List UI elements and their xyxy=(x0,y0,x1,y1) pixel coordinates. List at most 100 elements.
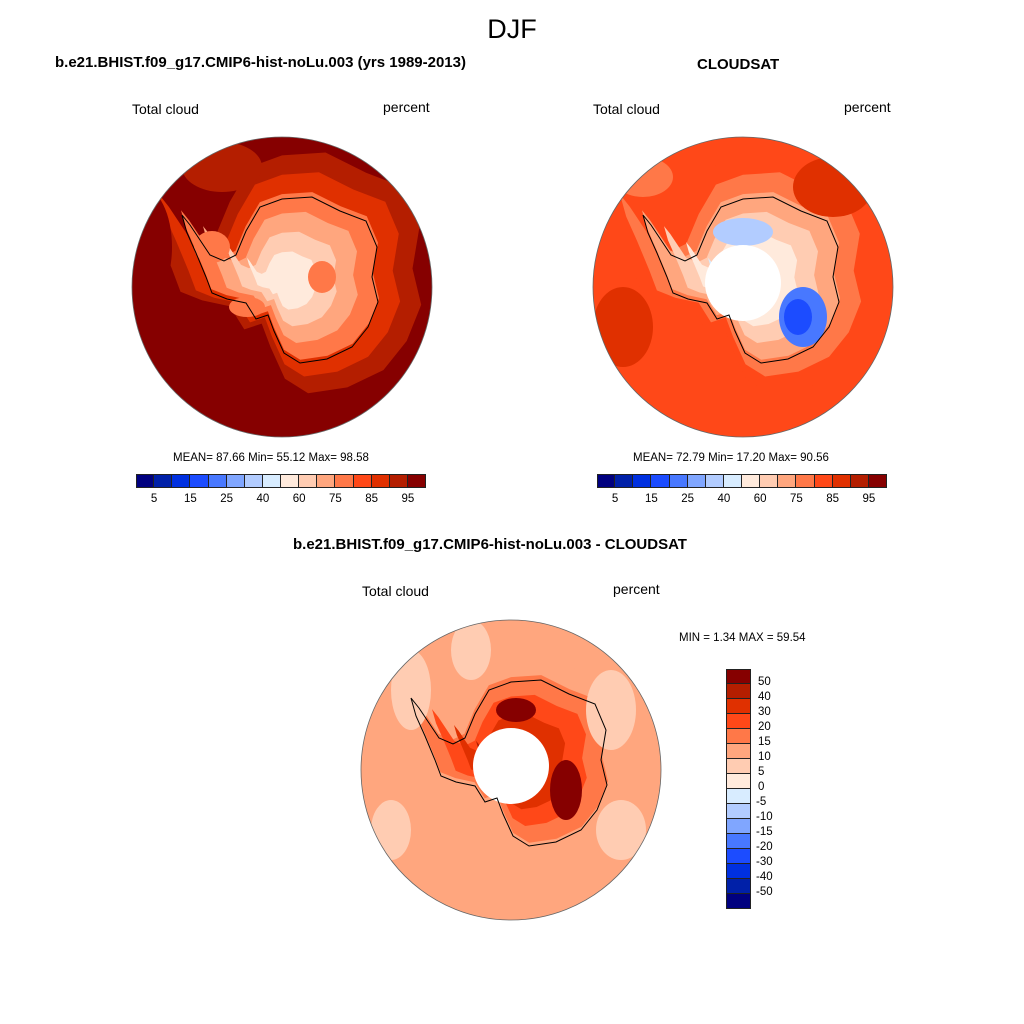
colorbar-box xyxy=(389,474,408,488)
colorbar-tick-label: 25 xyxy=(220,493,234,505)
contour-blob xyxy=(596,800,646,860)
contour-blob xyxy=(784,299,812,335)
colorbar-tick-label: 75 xyxy=(789,493,803,505)
colorbar-tick-label: 5 xyxy=(758,766,765,778)
panel-1-polar-map xyxy=(131,136,433,438)
colorbar-tick-label: 40 xyxy=(758,691,771,703)
colorbar-box xyxy=(651,474,670,488)
contour-fill-group xyxy=(361,620,661,920)
colorbar-box xyxy=(669,474,688,488)
colorbar-tick-label: 60 xyxy=(753,493,767,505)
panel-1-title: b.e21.BHIST.f09_g17.CMIP6-hist-noLu.003 … xyxy=(55,54,466,71)
antarctic-coastline xyxy=(410,679,608,847)
colorbar-box xyxy=(726,879,751,894)
colorbar-tick-label: 85 xyxy=(826,493,840,505)
colorbar-tick-label: -10 xyxy=(756,811,773,823)
map-boundary xyxy=(592,136,894,438)
contour-blob xyxy=(586,670,636,750)
colorbar-tick-label: 5 xyxy=(150,493,158,505)
colorbar-tick-label: 15 xyxy=(644,493,658,505)
colorbar-box xyxy=(726,669,751,684)
colorbar-tick-label: -30 xyxy=(756,856,773,868)
contour-blob xyxy=(229,297,265,317)
colorbar-box xyxy=(726,849,751,864)
contour-blob xyxy=(371,800,411,860)
panel-1-colorbar xyxy=(136,474,426,488)
colorbar-box xyxy=(726,789,751,804)
colorbar-tick-label: 85 xyxy=(365,493,379,505)
contour-blob xyxy=(496,698,536,722)
colorbar-tick-label: 95 xyxy=(401,493,415,505)
panel-3-variable-label: Total cloud xyxy=(362,583,429,599)
colorbar-box xyxy=(868,474,887,488)
colorbar-box xyxy=(726,729,751,744)
colorbar-box xyxy=(299,474,318,488)
colorbar-tick-label: -5 xyxy=(756,796,767,808)
colorbar-tick-label: 60 xyxy=(292,493,306,505)
contour-band xyxy=(247,251,316,310)
colorbar-box xyxy=(726,894,751,909)
colorbar-box xyxy=(760,474,779,488)
colorbar-box xyxy=(154,474,173,488)
contour-fill-group xyxy=(132,137,432,437)
panel-2-units-label: percent xyxy=(844,99,891,115)
panel-2-variable-label: Total cloud xyxy=(593,101,660,117)
colorbar-box xyxy=(726,804,751,819)
colorbar-box xyxy=(814,474,833,488)
colorbar-box xyxy=(208,474,227,488)
contour-blob xyxy=(391,650,431,730)
figure-title: DJF xyxy=(487,14,537,44)
colorbar-tick-label: -15 xyxy=(756,826,773,838)
colorbar-box xyxy=(226,474,245,488)
colorbar-box xyxy=(633,474,652,488)
colorbar-box xyxy=(597,474,616,488)
contour-blob xyxy=(194,231,230,263)
colorbar-tick-label: 0 xyxy=(758,781,765,793)
colorbar-tick-label: -40 xyxy=(756,871,773,883)
map-boundary xyxy=(360,619,662,921)
colorbar-tick-label: -20 xyxy=(756,841,773,853)
map-boundary xyxy=(131,136,433,438)
colorbar-box xyxy=(723,474,742,488)
colorbar-box xyxy=(335,474,354,488)
colorbar-box xyxy=(726,699,751,714)
missing-data-hole xyxy=(473,728,549,804)
panel-1-stats: MEAN= 87.66 Min= 55.12 Max= 98.58 xyxy=(173,452,369,464)
colorbar-box xyxy=(832,474,851,488)
contour-blob xyxy=(613,157,673,197)
panel-3-units-label: percent xyxy=(613,581,660,597)
colorbar-box xyxy=(778,474,797,488)
colorbar-box xyxy=(407,474,426,488)
panel-3-stats: MIN = 1.34 MAX = 59.54 xyxy=(679,632,806,644)
colorbar-box xyxy=(726,744,751,759)
colorbar-box xyxy=(262,474,281,488)
colorbar-box xyxy=(726,684,751,699)
panel-3-title: b.e21.BHIST.f09_g17.CMIP6-hist-noLu.003 … xyxy=(293,536,687,553)
colorbar-box xyxy=(244,474,263,488)
colorbar-tick-label: 75 xyxy=(328,493,342,505)
colorbar-tick-label: 50 xyxy=(758,676,771,688)
colorbar-box xyxy=(172,474,191,488)
colorbar-box xyxy=(371,474,390,488)
colorbar-box xyxy=(726,714,751,729)
colorbar-box xyxy=(353,474,372,488)
panel-2-polar-map xyxy=(592,136,894,438)
panel-1-variable-label: Total cloud xyxy=(132,101,199,117)
contour-blob xyxy=(550,760,582,820)
contour-blob xyxy=(713,218,773,246)
colorbar-tick-label: 20 xyxy=(758,721,771,733)
colorbar-tick-label: 5 xyxy=(611,493,619,505)
colorbar-tick-label: 25 xyxy=(681,493,695,505)
colorbar-box xyxy=(850,474,869,488)
colorbar-tick-label: 40 xyxy=(256,493,270,505)
panel-2-stats: MEAN= 72.79 Min= 17.20 Max= 90.56 xyxy=(633,452,829,464)
colorbar-box xyxy=(726,774,751,789)
colorbar-tick-label: 15 xyxy=(758,736,771,748)
colorbar-tick-label: 15 xyxy=(183,493,197,505)
antarctic-coastline xyxy=(181,196,379,364)
colorbar-tick-label: -50 xyxy=(756,886,773,898)
colorbar-tick-label: 10 xyxy=(758,751,771,763)
panel-2-colorbar xyxy=(597,474,887,488)
antarctic-coastline xyxy=(642,196,840,364)
colorbar-box xyxy=(615,474,634,488)
